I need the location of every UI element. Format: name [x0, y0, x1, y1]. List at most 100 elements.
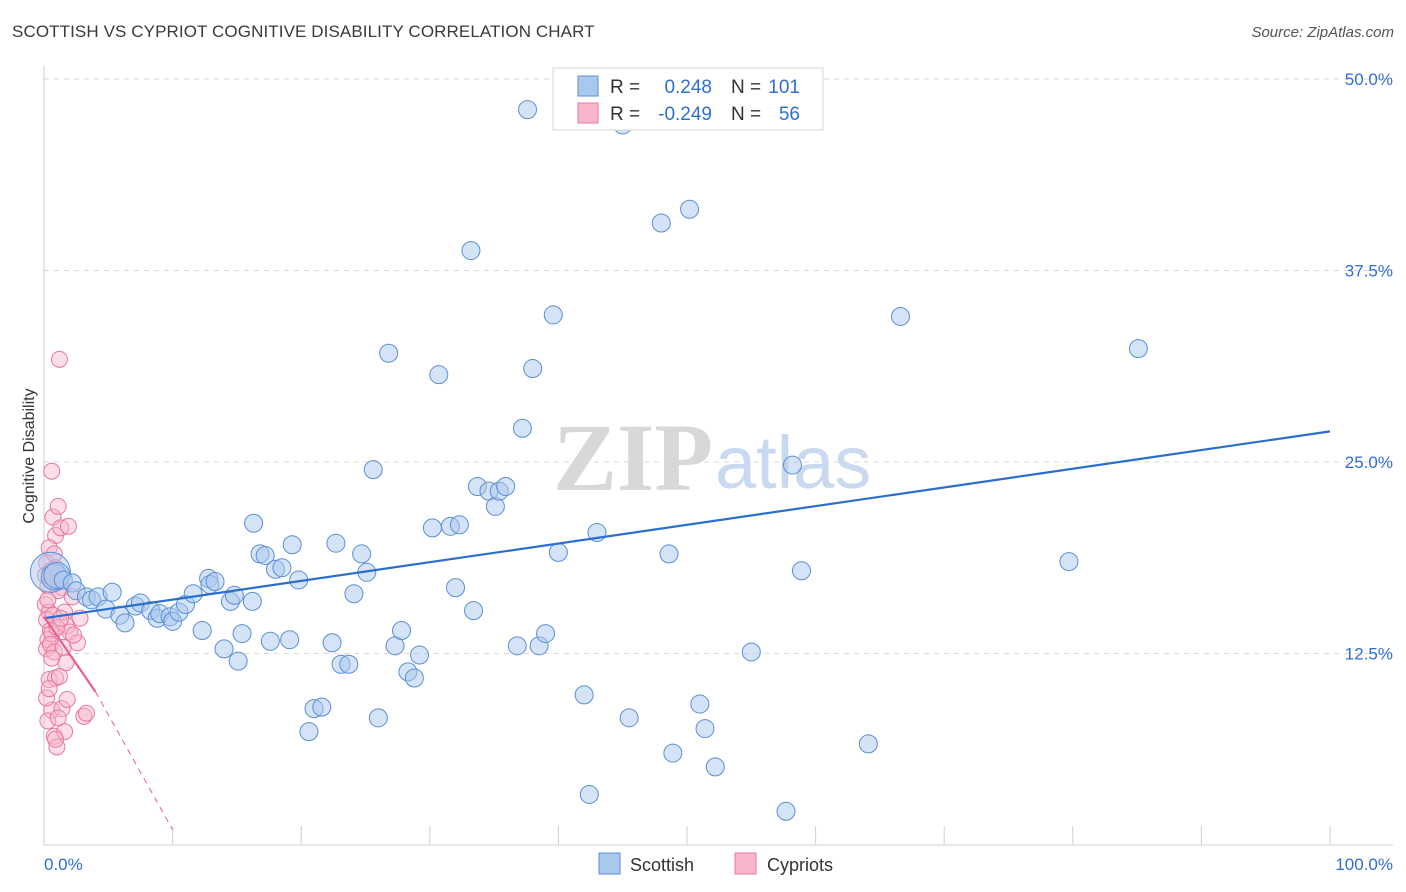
cypriot-point-39 — [75, 707, 93, 725]
scottish-point-74 — [518, 100, 538, 120]
cypriot-n-label: N = — [731, 104, 761, 125]
grid-lines — [44, 78, 1393, 654]
scottish-point-39 — [280, 630, 300, 650]
scottish-point-22 — [183, 584, 203, 604]
scottish-points — [29, 71, 1148, 821]
stats-legend: R = 0.248 N = 101 R = -0.249 N = 56 — [552, 67, 824, 131]
scottish-point-75 — [523, 359, 543, 379]
scottish-swatch — [577, 75, 599, 97]
scottish-point-61 — [429, 365, 449, 385]
scottish-point-27 — [214, 639, 234, 659]
cypriot-point-22 — [59, 517, 77, 535]
scottish-point-31 — [232, 624, 252, 644]
scottish-point-85 — [651, 213, 671, 233]
scottish-point-91 — [705, 757, 725, 777]
scottish-point-50 — [352, 544, 372, 564]
scottish-point-23 — [192, 621, 212, 641]
scottish-point-89 — [690, 694, 710, 714]
scottish-point-60 — [422, 518, 442, 538]
series-legend: Scottish Cypriots — [598, 852, 833, 875]
scottish-point-59 — [410, 645, 430, 665]
cypriot-r-label: R = — [610, 104, 640, 125]
scottish-point-73 — [512, 418, 532, 438]
scottish-point-81 — [579, 784, 599, 804]
cypriot-points — [36, 350, 95, 756]
scottish-point-54 — [379, 343, 399, 363]
cypriot-point-54 — [43, 649, 61, 667]
scottish-point-12 — [115, 613, 135, 633]
scottish-point-46 — [326, 533, 346, 553]
scottish-point-99 — [1059, 552, 1079, 572]
scottish-point-98 — [890, 306, 910, 326]
cypriot-point-10 — [41, 635, 59, 653]
scottish-point-56 — [392, 621, 412, 641]
scottish-point-36 — [260, 631, 280, 651]
cypriot-point-48 — [52, 609, 70, 627]
source-credit: Source: ZipAtlas.com — [1251, 24, 1394, 41]
scottish-point-44 — [312, 697, 332, 717]
scottish-point-78 — [543, 305, 563, 325]
y-tick-label-50: 50.0% — [1345, 70, 1393, 89]
legend-scottish-label: Scottish — [630, 855, 694, 875]
scottish-point-32 — [242, 591, 262, 611]
scottish-point-88 — [680, 199, 700, 219]
cypriot-trend-extension — [95, 691, 174, 830]
scottish-point-90 — [695, 719, 715, 739]
scottish-point-49 — [344, 584, 364, 604]
scottish-point-93 — [741, 642, 761, 662]
scottish-point-65 — [461, 241, 481, 261]
scottish-point-100 — [1128, 339, 1148, 359]
y-axis-title: Cognitive Disability — [21, 388, 38, 523]
y-tick-label-25: 25.0% — [1345, 453, 1393, 472]
scottish-point-35 — [255, 545, 275, 565]
scottish-point-45 — [322, 633, 342, 653]
scottish-point-80 — [574, 685, 594, 705]
cypriot-point-40 — [77, 704, 95, 722]
y-tick-label-37-5: 37.5% — [1345, 262, 1393, 281]
scottish-point-40 — [282, 535, 302, 555]
cypriot-trend-line — [43, 616, 97, 693]
scottish-point-95 — [782, 455, 802, 475]
scottish-point-33 — [244, 513, 264, 533]
scottish-point-71 — [496, 477, 516, 497]
cypriot-n-value: 56 — [779, 104, 800, 125]
cypriot-point-19 — [49, 497, 67, 515]
trend-lines — [43, 430, 1331, 830]
x-tick-label-max: 100.0% — [1335, 855, 1393, 874]
cypriot-point-12 — [40, 671, 58, 689]
cypriot-point-38 — [68, 634, 86, 652]
y-tick-label-12-5: 12.5% — [1345, 645, 1393, 664]
scottish-point-38 — [272, 558, 292, 578]
scottish-point-53 — [368, 708, 388, 728]
cypriot-point-51 — [58, 690, 76, 708]
scottish-point-26 — [205, 571, 225, 591]
cypriot-point-52 — [49, 709, 67, 727]
scottish-point-96 — [791, 561, 811, 581]
cypriot-point-53 — [40, 680, 58, 698]
watermark-zip: ZIP — [553, 404, 713, 511]
scottish-point-48 — [339, 654, 359, 674]
scottish-point-77 — [536, 624, 556, 644]
cypriot-point-24 — [50, 350, 68, 368]
cypriot-point-35 — [53, 700, 71, 718]
scottish-point-87 — [663, 743, 683, 763]
scottish-point-97 — [858, 734, 878, 754]
scottish-point-58 — [404, 668, 424, 688]
cypriot-point-50 — [65, 626, 83, 644]
scottish-point-64 — [449, 515, 469, 535]
scottish-point-66 — [464, 601, 484, 621]
scottish-point-52 — [363, 460, 383, 480]
cypriot-r-value: -0.249 — [658, 104, 712, 125]
scottish-point-79 — [548, 542, 568, 562]
scottish-trend-line — [43, 430, 1331, 620]
scottish-point-63 — [446, 578, 466, 598]
cypriot-point-34 — [50, 667, 68, 685]
scottish-point-94 — [776, 801, 796, 821]
chart-title: SCOTTISH VS CYPRIOT COGNITIVE DISABILITY… — [12, 22, 595, 41]
legend-cypriot-swatch — [734, 852, 757, 875]
scottish-point-86 — [659, 544, 679, 564]
cypriot-swatch — [577, 102, 599, 124]
scottish-n-label: N = — [731, 77, 761, 98]
scottish-point-42 — [299, 722, 319, 742]
